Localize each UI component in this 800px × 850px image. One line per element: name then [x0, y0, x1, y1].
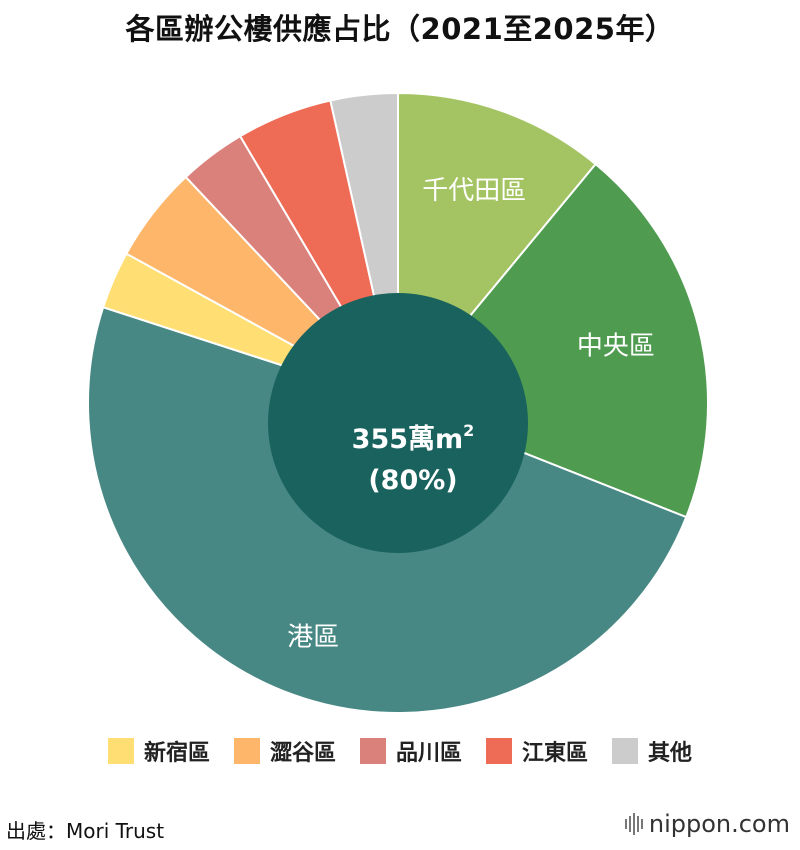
legend-swatch	[107, 738, 134, 764]
legend-label: 澀谷區	[269, 741, 336, 766]
source-note: 出處：Mori Trust	[6, 819, 165, 843]
logo-tld: .com	[731, 810, 790, 838]
center-circle	[268, 293, 528, 553]
legend-label: 江東區	[522, 741, 589, 766]
legend-label: 新宿區	[143, 741, 210, 766]
legend: 新宿區 澀谷區 品川區 江東區 其他	[0, 735, 800, 767]
legend-label: 品川區	[395, 741, 462, 766]
legend-item-shibuya: 澀谷區	[233, 735, 336, 767]
legend-item-shinagawa: 品川區	[359, 735, 462, 767]
slice-label-2: 港區	[287, 623, 339, 653]
center-percent: (80%)	[368, 465, 457, 496]
legend-item-koto: 江東區	[486, 735, 588, 767]
slice-label-1: 中央區	[577, 332, 655, 362]
slice-label-0: 千代田區	[422, 176, 526, 206]
legend-swatch	[612, 738, 639, 764]
legend-item-other: 其他	[612, 735, 692, 767]
logo-bars-icon	[624, 813, 643, 835]
logo-name: nippon	[648, 810, 732, 838]
center-value: 355萬m2	[352, 421, 475, 455]
legend-swatch	[359, 738, 386, 764]
legend-swatch	[233, 738, 260, 764]
nippon-logo[interactable]: nippon .com	[624, 810, 790, 838]
chart-title: 各區辦公樓供應占比（2021至2025年）	[125, 12, 675, 46]
legend-swatch	[486, 738, 512, 764]
legend-label: 其他	[648, 741, 693, 766]
legend-item-shinjuku: 新宿區	[107, 735, 210, 767]
